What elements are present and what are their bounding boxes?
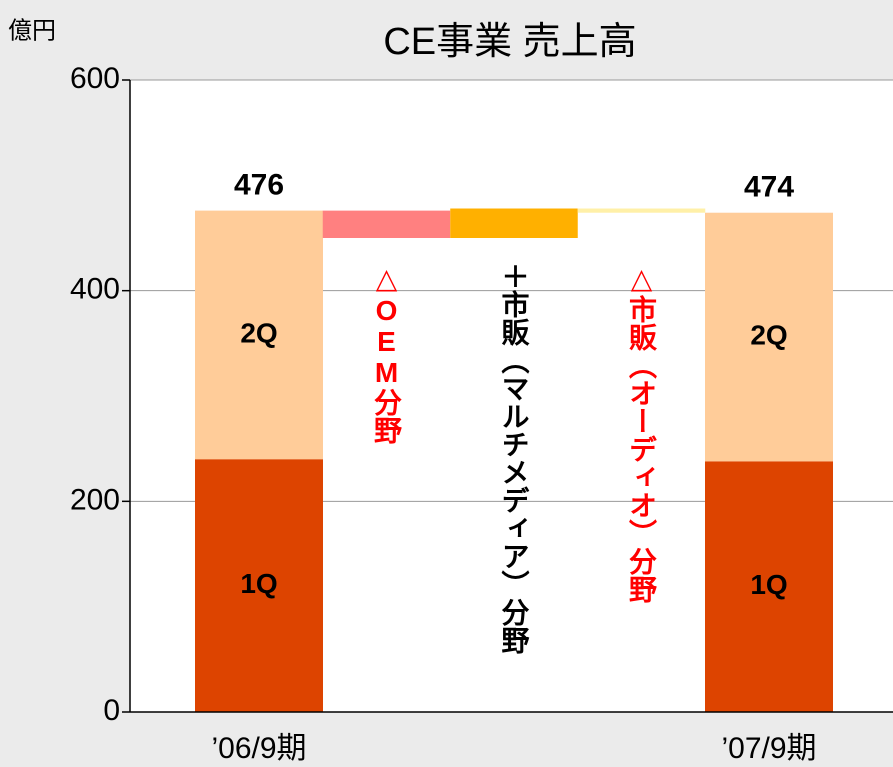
step-bar: [450, 208, 578, 238]
bar-segment: [705, 212, 833, 462]
y-tick-label: 200: [70, 483, 120, 516]
step-label: △市販（オーディオ）分野: [626, 262, 657, 603]
x-tick-label: ’06/9期: [211, 732, 306, 765]
y-tick-label: 400: [70, 273, 120, 306]
x-tick-label: ’07/9期: [721, 732, 816, 765]
bar-segment: [195, 459, 323, 712]
step-bar: [322, 210, 451, 238]
y-tick-label: 0: [103, 694, 120, 727]
step-label: △OEM分野: [371, 262, 402, 444]
step-label: ＋市販（マルチメディア）分野: [499, 262, 530, 654]
y-tick-label: 600: [70, 62, 120, 95]
total-label: 476: [234, 169, 284, 202]
y-unit: 億円: [8, 17, 56, 44]
segment-label: 2Q: [750, 319, 787, 350]
bar-segment: [195, 210, 323, 460]
segment-label: 1Q: [750, 569, 787, 600]
segment-label: 2Q: [240, 317, 277, 348]
bar-segment: [705, 461, 833, 712]
chart-title: CE事業 売上高: [383, 21, 636, 63]
segment-label: 1Q: [240, 568, 277, 599]
total-label: 474: [744, 171, 794, 204]
step-bar: [577, 208, 706, 213]
